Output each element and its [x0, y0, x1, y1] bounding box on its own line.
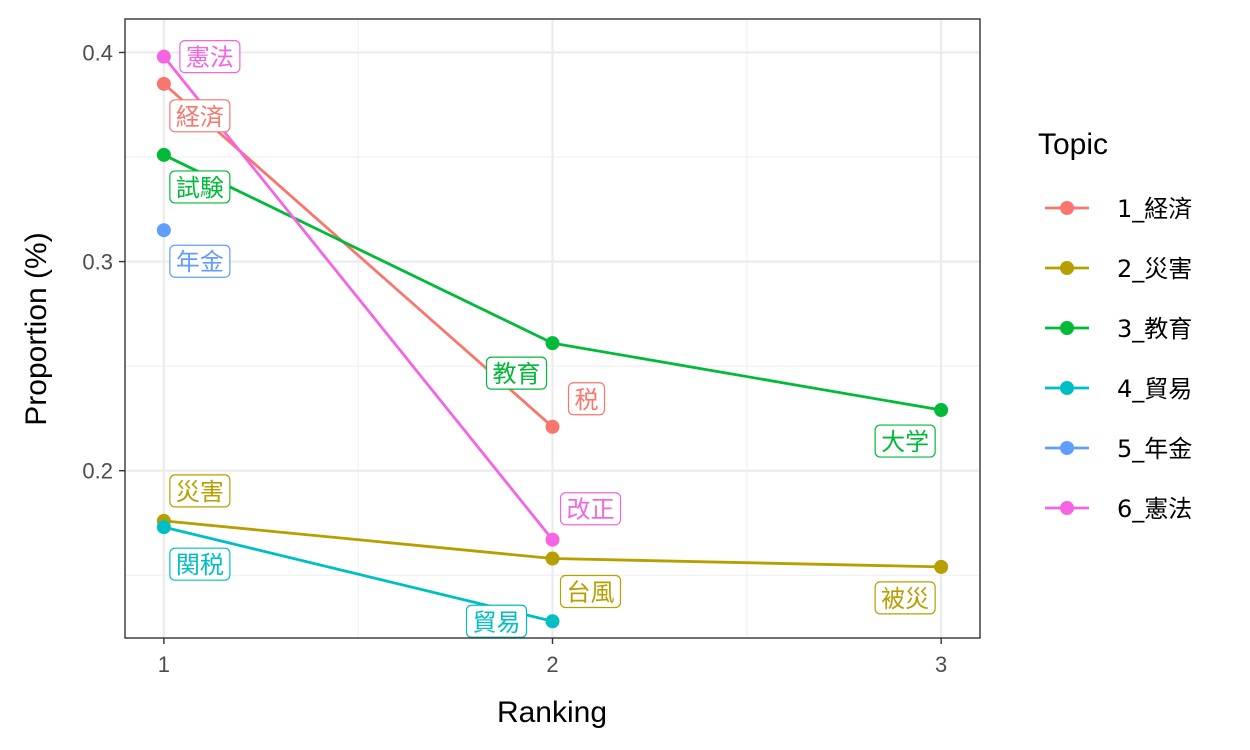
legend: 1_経済 2_災害 3_教育 4_貿易 5_年金 6_憲法	[1045, 195, 1192, 523]
data-point	[156, 76, 171, 91]
point-label-text: 教育	[493, 360, 541, 388]
point-label: 改正	[559, 492, 622, 526]
point-label-text: 憲法	[186, 44, 234, 72]
point-label-box	[567, 382, 606, 416]
point-label-text: 改正	[567, 496, 615, 524]
legend-key-point	[1060, 501, 1074, 515]
point-label: 台風	[559, 574, 622, 609]
point-label-box	[559, 574, 622, 609]
legend-key-point	[1060, 261, 1074, 275]
series-points	[156, 49, 949, 629]
point-label-box	[169, 474, 231, 508]
data-point	[156, 49, 171, 64]
point-label-box	[485, 356, 548, 390]
legend-key-point	[1060, 441, 1074, 455]
y-axis-title: Proportion (%)	[20, 232, 53, 425]
axis-ticks: 1 2 3 0.2 0.3 0.4	[82, 40, 947, 677]
legend-label: 3_教育	[1117, 315, 1192, 343]
point-label: 関税	[169, 547, 231, 581]
point-label: 税	[567, 382, 606, 416]
data-point	[545, 532, 560, 547]
point-label-text: 経済	[176, 103, 224, 131]
y-tick-label: 0.3	[82, 250, 113, 275]
point-label-box	[874, 424, 936, 458]
data-point	[156, 147, 171, 162]
point-label-box	[169, 244, 231, 278]
point-label-text: 税	[575, 386, 599, 414]
point-label: 経済	[169, 99, 231, 133]
point-label-text: 関税	[176, 551, 224, 579]
point-label: 被災	[874, 581, 936, 615]
point-label-box	[169, 170, 231, 204]
legend-item: 5_年金	[1045, 435, 1192, 463]
legend-item: 6_憲法	[1045, 495, 1192, 523]
x-axis-title: Ranking	[497, 696, 607, 729]
legend-key-point	[1060, 321, 1074, 335]
data-point	[545, 614, 560, 629]
point-label-text: 被災	[881, 585, 929, 613]
legend-title: Topic	[1038, 128, 1108, 161]
legend-key-point	[1060, 381, 1074, 395]
point-label: 災害	[169, 474, 231, 508]
point-label-box	[874, 581, 936, 615]
point-label-text: 試験	[176, 174, 224, 202]
legend-item: 4_貿易	[1045, 375, 1192, 403]
point-label-box	[169, 99, 231, 133]
data-point	[934, 559, 949, 574]
legend-label: 2_災害	[1117, 255, 1192, 283]
point-label: 大学	[874, 424, 936, 458]
point-label-text: 災害	[176, 478, 224, 506]
y-tick-label: 0.2	[82, 459, 113, 484]
point-label: 貿易	[465, 604, 528, 638]
point-label-box	[179, 40, 241, 74]
point-label-text: 台風	[567, 579, 615, 607]
legend-label: 5_年金	[1117, 435, 1192, 463]
point-label-text: 大学	[881, 428, 929, 456]
point-label: 憲法	[179, 40, 241, 74]
data-point	[545, 336, 560, 351]
point-label-text: 年金	[176, 248, 224, 276]
point-label-text: 貿易	[473, 608, 521, 636]
y-tick-label: 0.4	[82, 40, 113, 65]
legend-label: 1_経済	[1117, 195, 1192, 223]
point-label: 試験	[169, 170, 231, 204]
legend-label: 6_憲法	[1117, 495, 1192, 523]
x-tick-label: 3	[935, 652, 947, 677]
data-point	[545, 551, 560, 566]
x-tick-label: 1	[158, 652, 170, 677]
point-label-box	[465, 604, 528, 638]
data-point	[934, 403, 949, 418]
point-label: 教育	[485, 356, 548, 390]
data-point	[156, 520, 171, 535]
point-label-box	[559, 492, 622, 526]
legend-label: 4_貿易	[1117, 375, 1192, 403]
point-label-box	[169, 547, 231, 581]
data-point	[156, 223, 171, 238]
legend-item: 3_教育	[1045, 315, 1192, 343]
grid-major	[125, 19, 980, 638]
legend-key-point	[1060, 201, 1074, 215]
x-tick-label: 2	[546, 652, 558, 677]
point-label: 年金	[169, 244, 231, 278]
legend-item: 2_災害	[1045, 255, 1192, 283]
series-line	[162, 55, 554, 541]
data-point	[545, 419, 560, 434]
legend-item: 1_経済	[1045, 195, 1192, 223]
